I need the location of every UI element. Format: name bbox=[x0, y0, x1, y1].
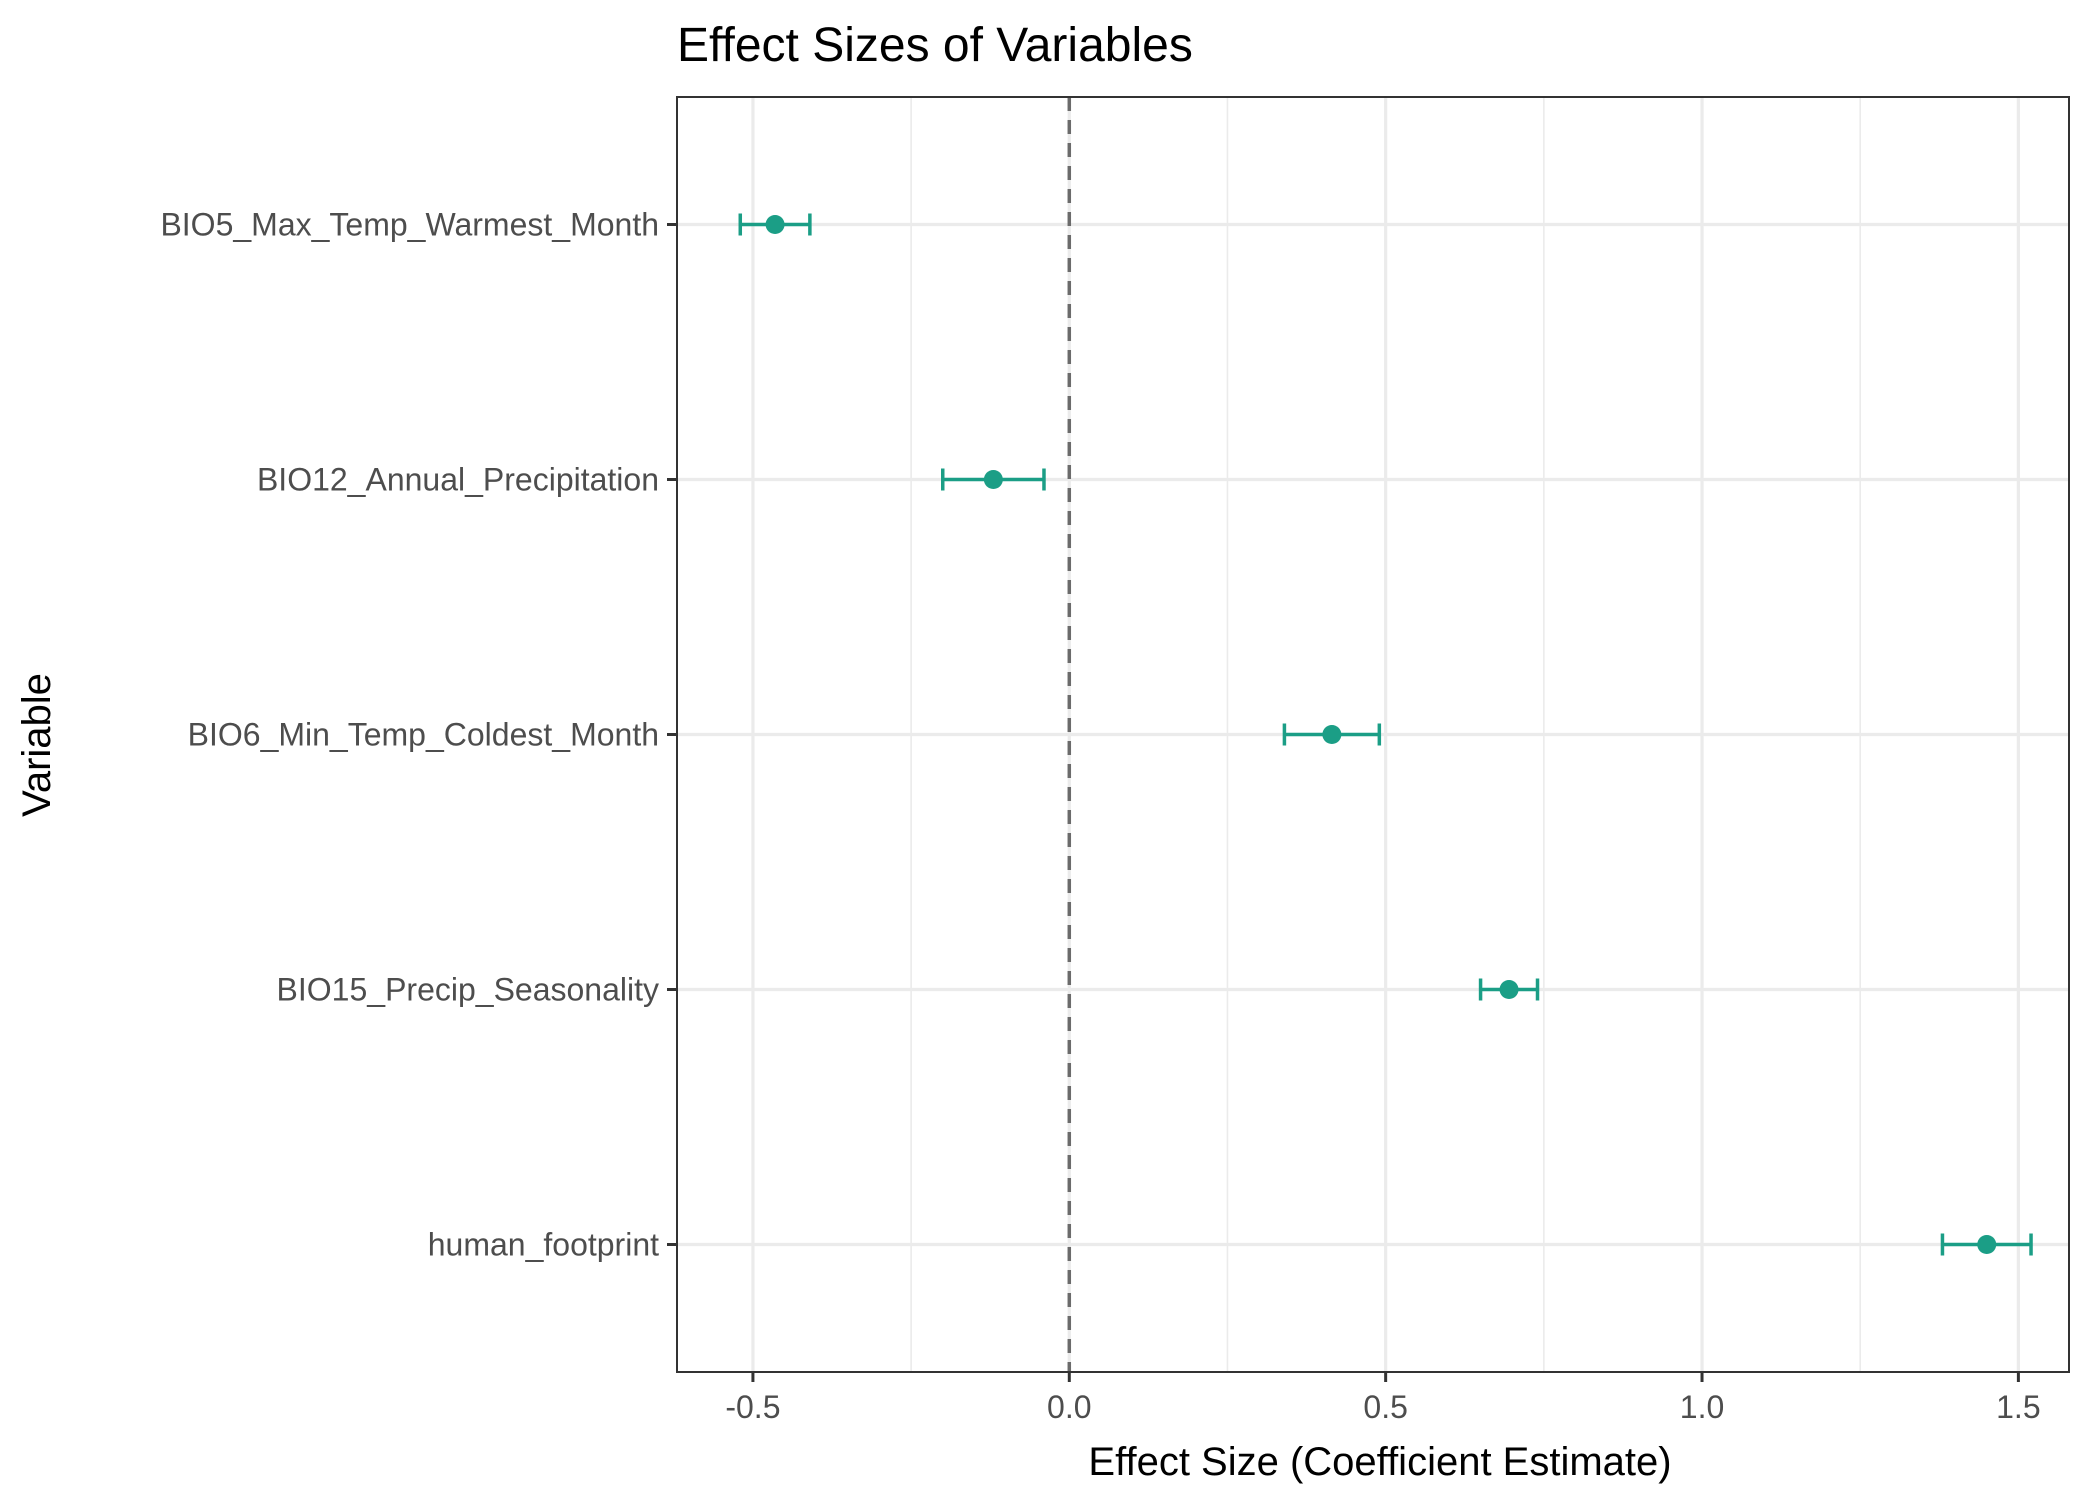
estimate-point bbox=[1322, 725, 1342, 744]
y-axis-title: Variable bbox=[15, 673, 59, 817]
estimate-point bbox=[1977, 1235, 1997, 1254]
y-tick-label: BIO6_Min_Temp_Coldest_Month bbox=[188, 717, 659, 753]
estimate-point bbox=[983, 470, 1003, 489]
y-tick-label: BIO15_Precip_Seasonality bbox=[277, 972, 659, 1008]
chart-title: Effect Sizes of Variables bbox=[677, 19, 1193, 72]
x-tick-label: 0.5 bbox=[1363, 1389, 1407, 1425]
estimate-point bbox=[1499, 980, 1519, 999]
estimate-point bbox=[765, 215, 785, 234]
y-tick-label: BIO5_Max_Temp_Warmest_Month bbox=[160, 207, 659, 243]
y-tick-label: BIO12_Annual_Precipitation bbox=[257, 462, 659, 498]
x-axis-title: Effect Size (Coefficient Estimate) bbox=[1088, 1440, 1671, 1484]
x-tick-label: 1.5 bbox=[1996, 1389, 2040, 1425]
x-tick-label: 0.0 bbox=[1047, 1389, 1091, 1425]
y-tick-label: human_footprint bbox=[428, 1227, 659, 1263]
x-tick-label: -0.5 bbox=[725, 1389, 780, 1425]
x-tick-label: 1.0 bbox=[1680, 1389, 1724, 1425]
plot-panel: -0.5 0.0 0.5 1.0 1.5 human_footprint BIO15_Pre… bbox=[160, 96, 2070, 1425]
